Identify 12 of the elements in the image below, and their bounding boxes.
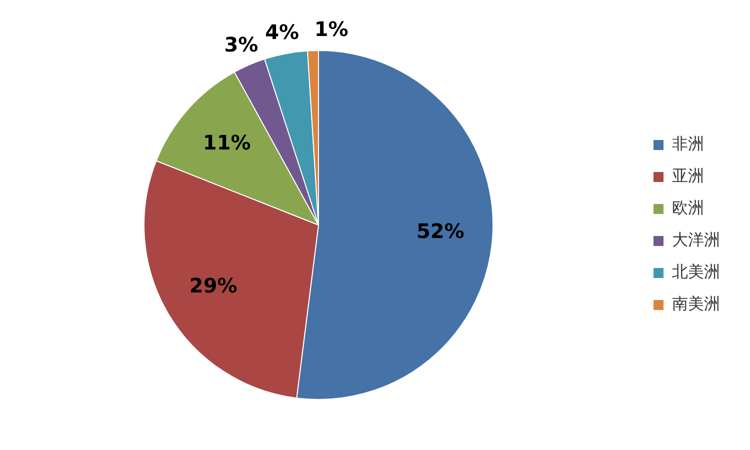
data-label: 11% <box>202 130 251 154</box>
data-label: 29% <box>189 273 238 298</box>
legend-label: 南美洲 <box>672 294 720 314</box>
legend-label: 欧洲 <box>672 198 704 218</box>
legend-label: 非洲 <box>672 134 704 154</box>
legend-label: 北美洲 <box>672 262 720 282</box>
legend-label: 大洋洲 <box>672 230 720 250</box>
legend-label: 亚洲 <box>672 166 704 186</box>
data-label: 1% <box>314 16 348 41</box>
data-label: 4% <box>265 20 300 44</box>
data-label: 3% <box>224 32 258 57</box>
data-label: 52% <box>416 218 464 243</box>
